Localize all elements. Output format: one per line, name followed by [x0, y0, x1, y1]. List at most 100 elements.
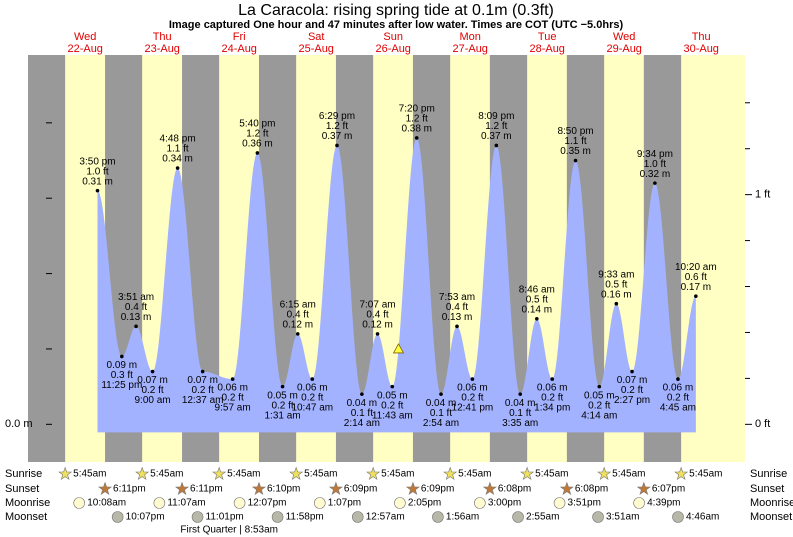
extreme-point [535, 316, 539, 321]
moonset-time: 2:55am [526, 512, 559, 523]
sunrise-icon [443, 466, 458, 480]
extreme-label: 0.32 m [640, 169, 671, 180]
extreme-label: 0.07 m [137, 375, 168, 386]
extreme-label: 1.2 ft [485, 121, 507, 132]
day-name: Fri [233, 31, 246, 43]
moonset-icon [592, 511, 604, 523]
extreme-label: 0.5 ft [526, 294, 548, 305]
extreme-label: 1.0 ft [644, 159, 666, 170]
extreme-label: 0.06 m [537, 383, 568, 394]
extreme-label: 1.1 ft [166, 144, 188, 155]
extreme-label: 7:07 am [359, 300, 395, 311]
extreme-label: 12:37 am [182, 395, 224, 406]
extreme-label: 0.13 m [442, 312, 473, 323]
extreme-label: 0.04 m [426, 398, 457, 409]
sunset-icon [328, 481, 343, 495]
extreme-label: 0.2 ft [221, 393, 243, 404]
extreme-point [676, 377, 680, 381]
sunset-time: 6:11pm [113, 484, 146, 495]
extreme-label: 0.17 m [681, 282, 712, 293]
sunrise-time: 5:45am [304, 469, 337, 480]
extreme-point [630, 369, 634, 374]
extreme-label: 11:43 am [372, 410, 413, 421]
extreme-label: 0.2 ft [541, 393, 563, 404]
moonrise-icon [474, 497, 486, 509]
y2-tick-label: 1 ft [755, 189, 770, 201]
extreme-label: 0.04 m [347, 398, 378, 409]
sunrise-icon [58, 466, 73, 480]
sunrise-icon [520, 466, 535, 480]
moonset-time: 10:07pm [126, 512, 165, 523]
moonrise-time: 12:07pm [248, 498, 287, 509]
day-date: 23-Aug [144, 43, 179, 55]
moonset-icon [672, 511, 684, 523]
extreme-point [335, 143, 339, 148]
extreme-point [550, 377, 555, 381]
sunset-time: 6:07pm [652, 484, 685, 495]
moonset-icon [271, 511, 284, 523]
day-name: Wed [613, 31, 635, 43]
extreme-point [134, 324, 138, 329]
extreme-label: 8:09 pm [478, 111, 514, 122]
extreme-label: 3:51 am [118, 292, 154, 303]
extreme-point [494, 143, 499, 148]
moonrise-time: 11:07am [167, 498, 205, 509]
extreme-label: 10:20 am [675, 262, 717, 273]
extreme-label: 0.1 ft [509, 408, 531, 419]
sunrise-icon [135, 466, 150, 480]
day-name: Sun [383, 31, 403, 43]
extreme-label: 0.2 ft [301, 393, 323, 404]
extreme-point [414, 136, 419, 140]
sunset-icon [482, 481, 497, 495]
extreme-point [120, 354, 124, 359]
extreme-label: 0.4 ft [125, 302, 147, 313]
extreme-label: 1:31 am [264, 410, 300, 421]
extreme-point [255, 151, 260, 155]
extreme-point [653, 181, 657, 185]
extreme-label: 10:47 am [291, 403, 333, 414]
extreme-label: 0.09 m [107, 360, 138, 371]
extreme-label: 2:27 pm [614, 395, 650, 406]
extreme-point [614, 301, 619, 306]
extreme-label: 0.4 ft [366, 310, 388, 321]
extreme-label: 1.2 ft [246, 129, 268, 140]
moonrise-icon [73, 497, 86, 509]
extreme-label: 0.13 m [121, 312, 152, 323]
extreme-label: 9:57 am [215, 403, 251, 414]
extreme-label: 12:41 pm [452, 403, 494, 414]
sunset-time: 6:08pm [498, 484, 531, 495]
sunset-time: 6:10pm [267, 484, 300, 495]
moonrise-icon [153, 497, 166, 509]
current-tide-marker [392, 343, 405, 354]
plot-area [28, 55, 745, 462]
sunset-time: 6:09pm [344, 484, 377, 495]
extreme-label: 0.1 ft [430, 408, 452, 419]
extreme-label: 9:34 pm [637, 149, 673, 160]
extreme-label: 0.2 ft [667, 393, 689, 404]
extreme-point [470, 377, 475, 381]
moonset-icon [111, 511, 124, 523]
extreme-label: 0.1 ft [351, 408, 373, 419]
extreme-label: 0.4 ft [446, 302, 468, 313]
extreme-label: 0.34 m [162, 154, 193, 165]
sunrise-icon [674, 466, 689, 480]
extreme-label: 0.35 m [560, 146, 591, 157]
sunset-icon [405, 481, 420, 495]
extreme-point [439, 392, 443, 396]
moonrise-time: 2:05pm [408, 498, 441, 509]
extreme-label: 0.2 ft [381, 400, 403, 411]
extreme-label: 0.36 m [242, 139, 273, 150]
day-name: Thu [692, 31, 711, 43]
chart-subtitle: Image captured One hour and 47 minutes a… [169, 19, 624, 31]
extreme-label: 3:35 am [502, 418, 538, 429]
row-label: Sunrise [750, 468, 787, 480]
extreme-point [280, 384, 285, 389]
sunset-icon [636, 481, 651, 495]
extreme-point [375, 332, 380, 336]
extreme-label: 1:34 pm [534, 403, 570, 414]
extreme-label: 0.05 m [584, 390, 615, 401]
extreme-label: 0.4 ft [287, 310, 309, 321]
extreme-label: 0.2 ft [588, 400, 610, 411]
moonset-icon [512, 511, 524, 523]
